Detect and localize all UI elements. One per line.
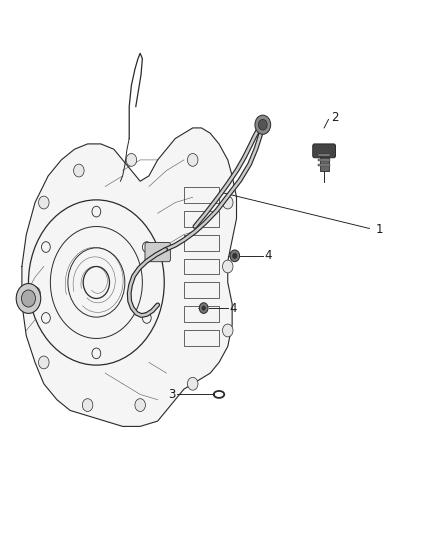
Circle shape [30, 287, 40, 300]
Text: 3: 3 [169, 388, 176, 401]
Bar [318, 154, 330, 156]
Circle shape [187, 377, 198, 390]
Circle shape [255, 115, 271, 134]
Text: 4: 4 [229, 302, 237, 314]
Circle shape [135, 399, 145, 411]
Circle shape [258, 119, 267, 130]
Circle shape [230, 250, 240, 262]
Circle shape [82, 399, 93, 411]
Bar [184, 235, 219, 251]
Circle shape [223, 324, 233, 337]
FancyBboxPatch shape [313, 144, 336, 158]
Circle shape [223, 196, 233, 209]
Bar [184, 259, 219, 274]
Circle shape [39, 196, 49, 209]
Circle shape [233, 253, 237, 259]
Bar [184, 187, 219, 203]
Circle shape [21, 290, 35, 307]
FancyBboxPatch shape [145, 243, 170, 262]
Bar [184, 306, 219, 322]
Text: 4: 4 [265, 249, 272, 262]
Bar [184, 211, 219, 227]
Polygon shape [22, 128, 237, 426]
Text: 2: 2 [331, 111, 338, 124]
Circle shape [39, 356, 49, 369]
Circle shape [199, 303, 208, 313]
Circle shape [223, 260, 233, 273]
Bar [318, 164, 330, 166]
Text: 1: 1 [375, 223, 383, 236]
Circle shape [187, 154, 198, 166]
Circle shape [16, 284, 41, 313]
Circle shape [74, 164, 84, 177]
Bar [320, 154, 328, 171]
Bar [318, 159, 330, 161]
Circle shape [202, 306, 205, 310]
Bar [184, 330, 219, 346]
Bar [184, 282, 219, 298]
Circle shape [126, 154, 137, 166]
